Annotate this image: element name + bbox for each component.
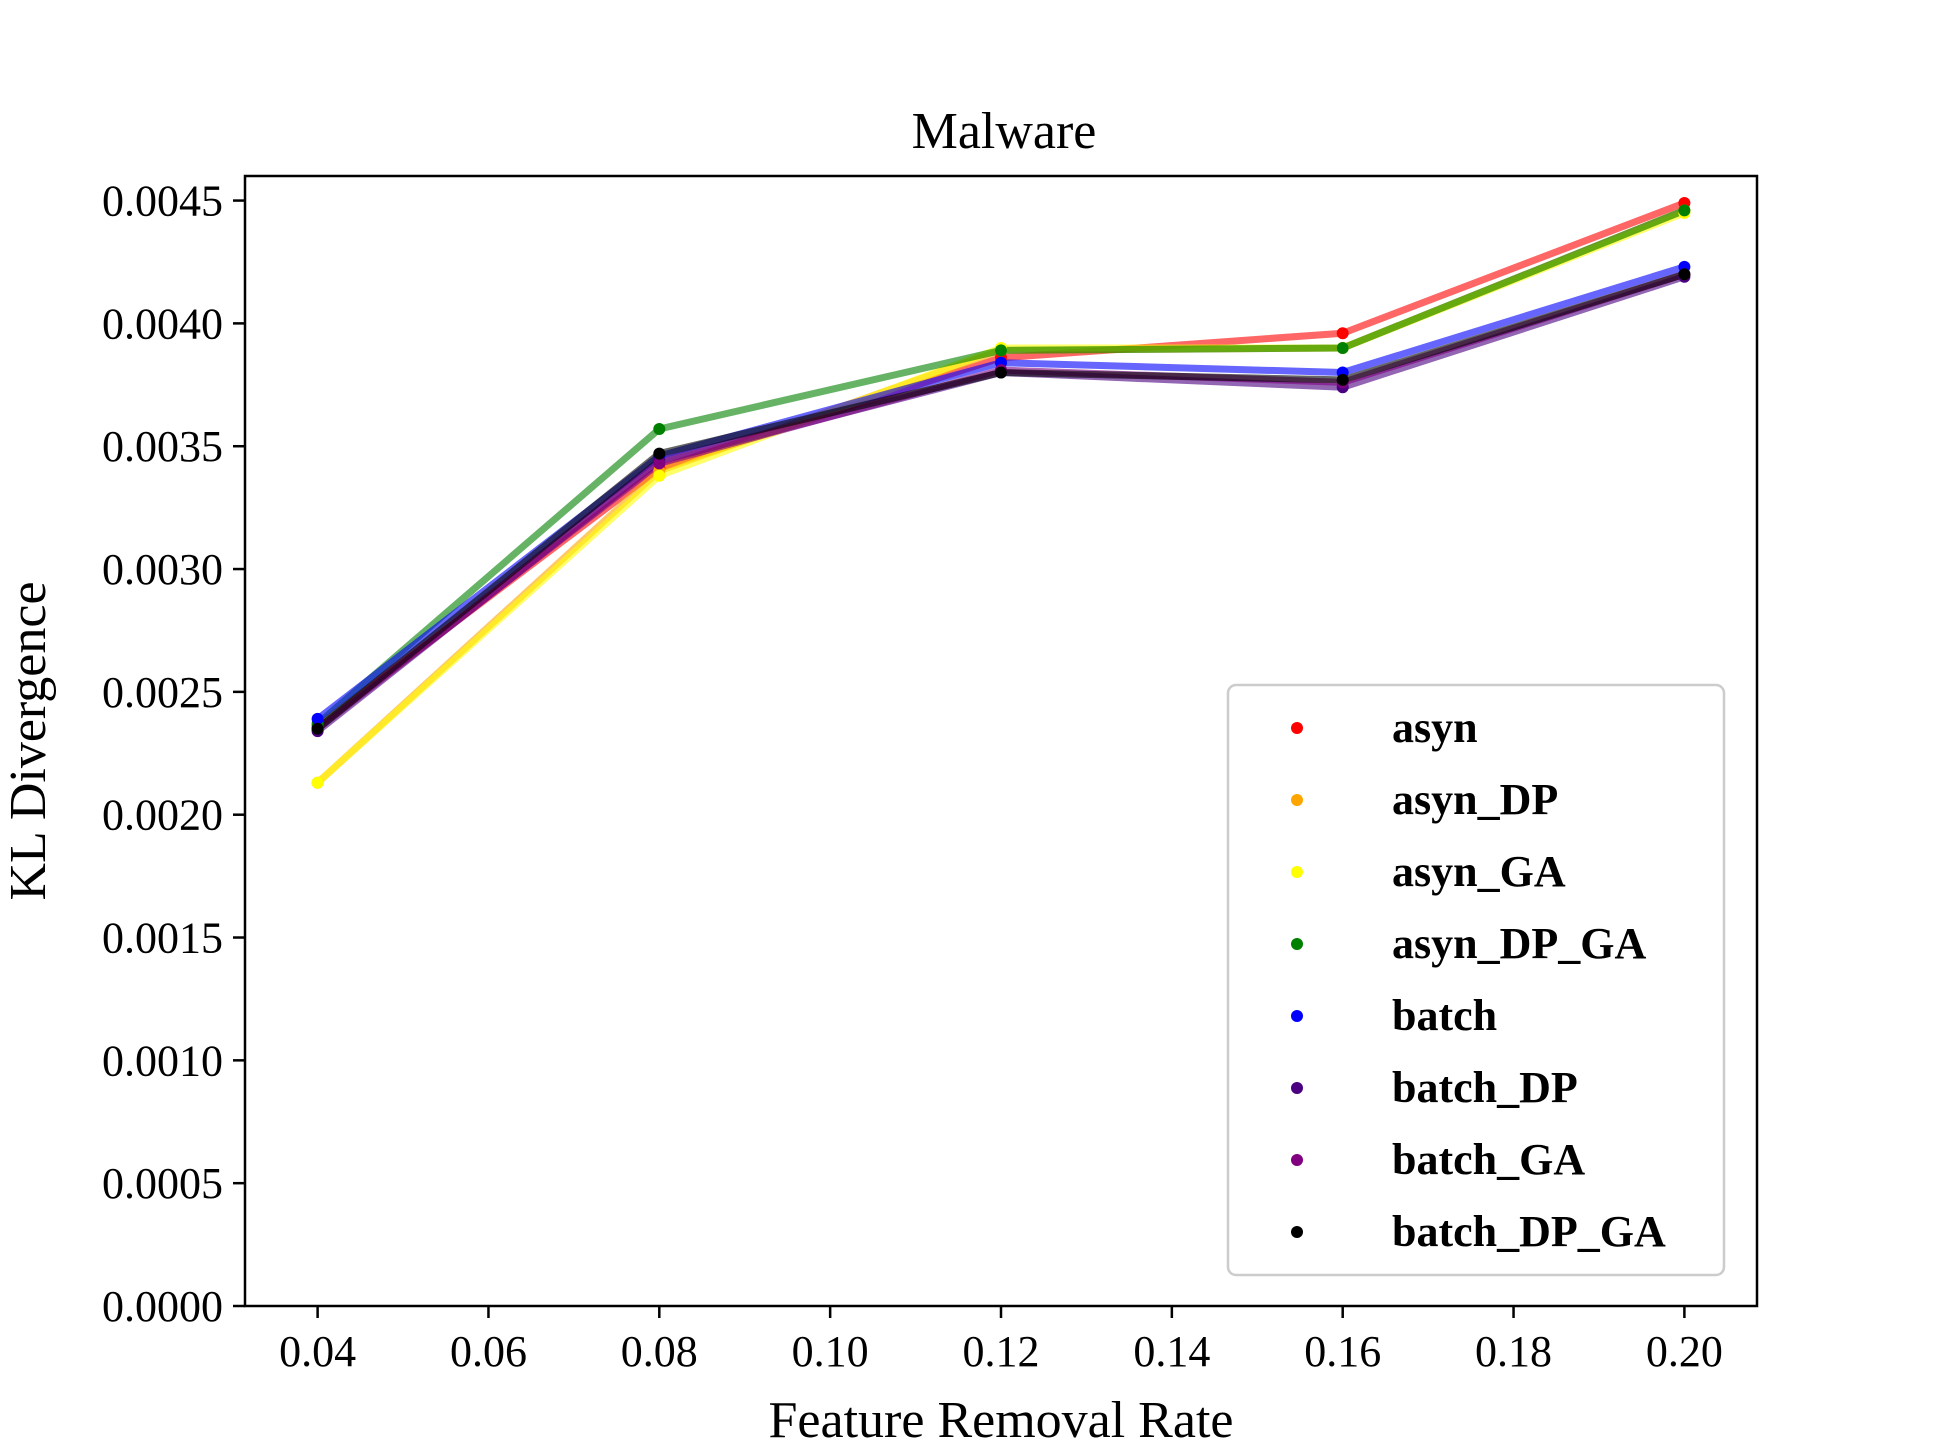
y-tick-label: 0.0030 (102, 545, 223, 594)
data-point-asyn (1336, 327, 1349, 340)
data-point-batch-dp-ga (311, 722, 324, 735)
x-tick-label: 0.18 (1475, 1327, 1552, 1376)
y-tick-label: 0.0040 (102, 299, 223, 348)
x-tick-label: 0.06 (450, 1327, 527, 1376)
y-tick-label: 0.0045 (102, 177, 223, 226)
data-point-asyn-dp-ga (995, 344, 1007, 357)
legend-label: asyn_DP (1392, 775, 1558, 824)
plot-area (311, 197, 1691, 789)
data-point-batch-dp-ga (1336, 373, 1349, 386)
legend-marker (1291, 1010, 1303, 1022)
y-tick-label: 0.0020 (102, 791, 223, 840)
data-point-asyn-dp-ga (1336, 341, 1349, 354)
legend-label: batch_DP_GA (1392, 1207, 1666, 1256)
y-tick-label: 0.0000 (102, 1282, 223, 1331)
legend-label: asyn (1392, 703, 1478, 752)
legend-label: asyn_DP_GA (1392, 919, 1646, 968)
data-point-batch (311, 712, 324, 725)
x-tick-label: 0.04 (279, 1327, 356, 1376)
legend-label: batch_DP (1392, 1063, 1578, 1112)
x-tick-label: 0.20 (1646, 1327, 1723, 1376)
y-tick-label: 0.0025 (102, 668, 223, 717)
data-point-batch-ga (653, 457, 666, 470)
data-point-asyn-ga (653, 469, 666, 482)
data-point-asyn-dp-ga (1678, 204, 1691, 217)
y-tick-label: 0.0035 (102, 422, 223, 471)
legend-marker (1291, 722, 1303, 734)
legend-marker (1291, 1154, 1303, 1166)
data-point-asyn-dp-ga (653, 423, 666, 436)
legend-label: batch (1392, 991, 1497, 1040)
legend-marker (1291, 938, 1303, 950)
x-tick-label: 0.08 (621, 1327, 698, 1376)
y-tick-label: 0.0010 (102, 1036, 223, 1085)
x-tick-label: 0.16 (1304, 1327, 1381, 1376)
data-point-batch-dp-ga (653, 447, 666, 460)
x-axis: 0.04 0.06 0.08 0.10 0.12 0.14 0.16 0.18 0.20 (279, 1306, 1723, 1376)
x-tick-label: 0.14 (1133, 1327, 1210, 1376)
legend-label: asyn_GA (1392, 847, 1566, 896)
x-tick-label: 0.10 (792, 1327, 869, 1376)
y-tick-label: 0.0005 (102, 1159, 223, 1208)
x-tick-label: 0.12 (963, 1327, 1040, 1376)
y-axis: 0.0000 0.0005 0.0010 0.0015 0.0020 0.0025 0.00… (102, 177, 245, 1331)
data-point-asyn-ga (311, 776, 324, 789)
legend-marker (1291, 794, 1303, 806)
y-tick-label: 0.0015 (102, 914, 223, 963)
legend-marker (1291, 1082, 1303, 1094)
y-axis-label: KL Divergence (0, 581, 57, 900)
chart-title: Malware (912, 103, 1097, 160)
legend-marker (1291, 1226, 1303, 1238)
legend-marker (1291, 866, 1303, 878)
x-axis-label: Feature Removal Rate (769, 1392, 1234, 1449)
legend-label: batch_GA (1392, 1135, 1585, 1184)
data-point-batch-dp-ga (995, 366, 1007, 379)
legend-box (1226, 683, 1726, 1277)
data-point-batch-dp-ga (1678, 268, 1691, 281)
